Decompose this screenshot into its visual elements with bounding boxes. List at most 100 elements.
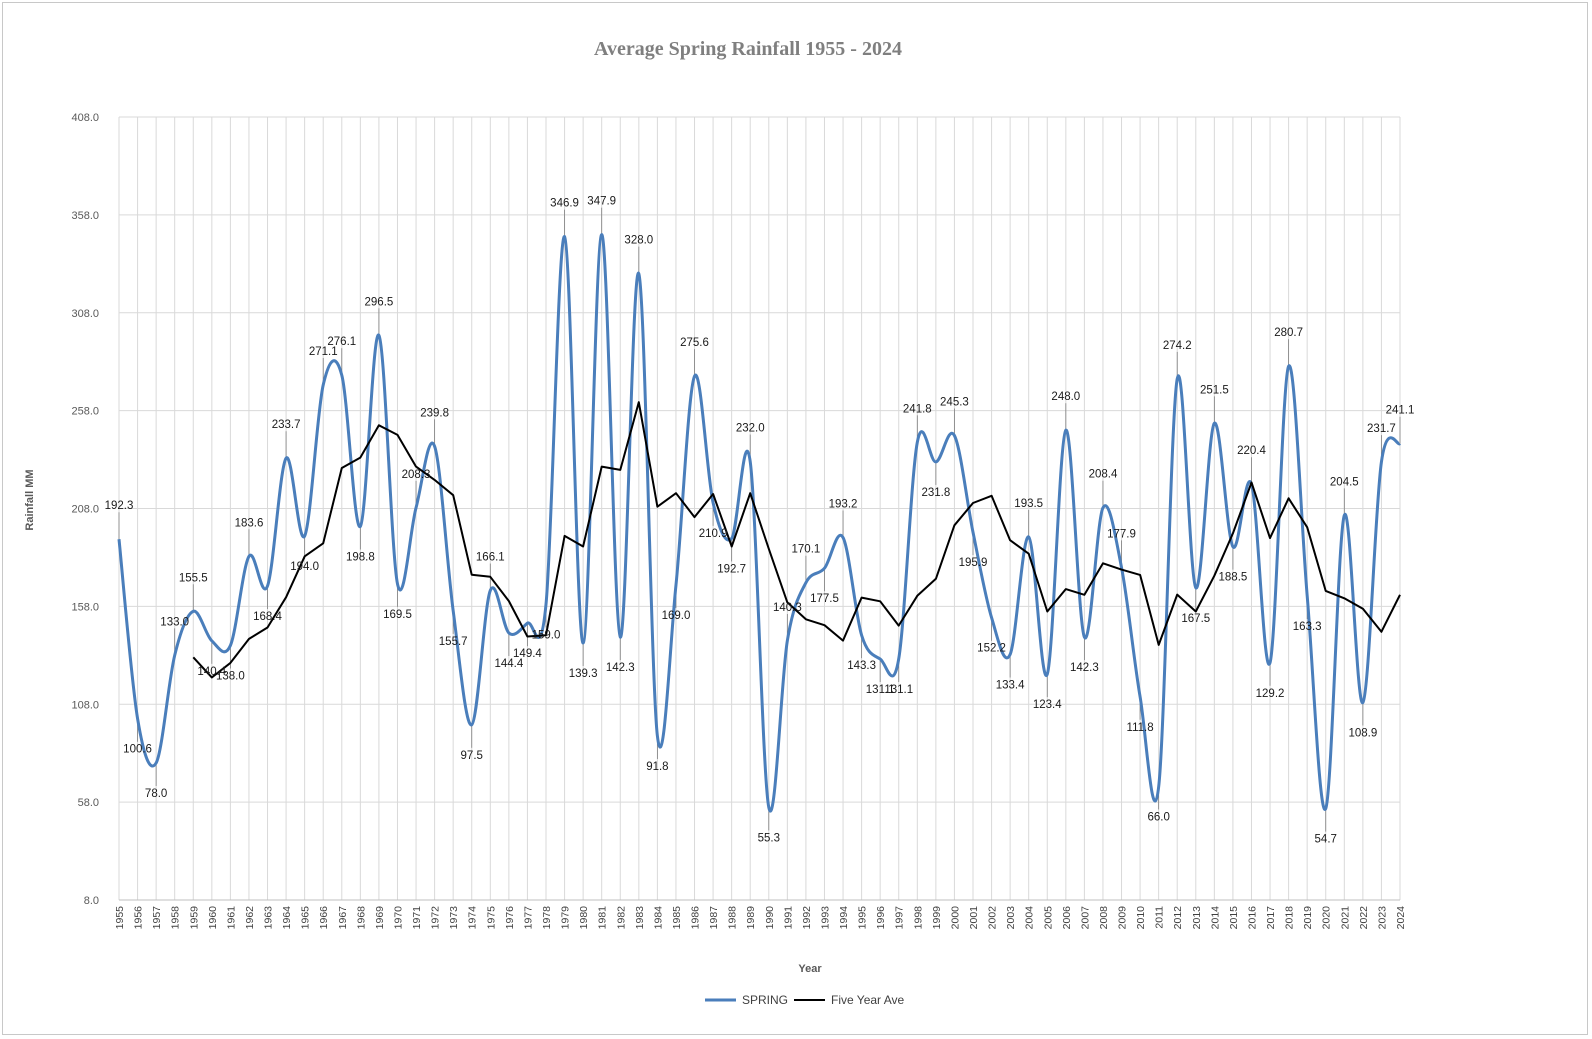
data-label: 280.7 xyxy=(1274,327,1303,339)
data-label: 192.3 xyxy=(105,500,134,512)
data-label: 163.3 xyxy=(1293,621,1322,633)
gridlines xyxy=(118,116,1401,901)
x-tick-label: 2023 xyxy=(1376,906,1388,930)
data-label: 169.0 xyxy=(662,610,691,622)
x-tick-label: 2004 xyxy=(1024,906,1036,930)
x-tick-label: 2014 xyxy=(1209,906,1221,930)
x-tick-label: 2010 xyxy=(1135,906,1147,930)
data-label: 108.9 xyxy=(1348,727,1377,739)
x-tick-label: 1991 xyxy=(782,906,794,930)
data-label: 138.0 xyxy=(216,671,245,683)
data-label: 241.8 xyxy=(903,403,932,415)
x-tick-label: 1971 xyxy=(411,906,423,930)
x-tick-label: 2005 xyxy=(1042,906,1054,930)
data-label: 271.1 xyxy=(309,346,338,358)
legend: SPRING Five Year Ave xyxy=(705,993,904,1007)
data-label: 276.1 xyxy=(327,336,356,348)
x-tick-label: 1988 xyxy=(727,906,739,930)
data-label: 139.3 xyxy=(569,668,598,680)
data-label: 142.3 xyxy=(606,662,635,674)
x-tick-label: 1970 xyxy=(392,906,404,930)
data-label: 251.5 xyxy=(1200,384,1229,396)
x-tick-label: 1987 xyxy=(708,906,720,930)
data-label: 133.0 xyxy=(160,616,189,628)
x-tick-label: 1964 xyxy=(281,906,293,930)
data-label: 194.0 xyxy=(290,561,319,573)
x-tick-label: 2019 xyxy=(1302,906,1314,930)
x-tick-label: 1959 xyxy=(188,906,200,930)
data-label: 183.6 xyxy=(235,517,264,529)
x-tick-label: 2020 xyxy=(1321,906,1333,930)
data-label: 188.5 xyxy=(1219,572,1248,584)
data-label: 100.6 xyxy=(123,744,152,756)
data-label: 140.4 xyxy=(197,666,226,678)
data-label: 143.3 xyxy=(847,660,876,672)
x-tick-label: 2011 xyxy=(1154,906,1166,929)
x-tick-label: 1963 xyxy=(263,906,275,930)
x-tick-label: 1995 xyxy=(857,906,869,930)
y-tick-label: 408.0 xyxy=(71,112,99,124)
x-tick-label: 1999 xyxy=(931,906,943,930)
x-tick-label: 1994 xyxy=(838,906,850,930)
data-label: 123.4 xyxy=(1033,699,1062,711)
data-label: 220.4 xyxy=(1237,445,1266,457)
data-label: 131.1 xyxy=(884,684,913,696)
x-tick-label: 1967 xyxy=(337,906,349,930)
data-label: 248.0 xyxy=(1051,391,1080,403)
data-label: 204.5 xyxy=(1330,476,1359,488)
x-tick-label: 1961 xyxy=(225,906,237,930)
data-label: 91.8 xyxy=(646,761,668,773)
data-label: 274.2 xyxy=(1163,340,1192,352)
x-tick-label: 1979 xyxy=(560,906,572,930)
data-label: 155.7 xyxy=(439,636,468,648)
x-tick-label: 1962 xyxy=(244,906,256,930)
x-tick-label: 1996 xyxy=(875,906,887,930)
data-label: 275.6 xyxy=(680,337,709,349)
x-tick-label: 1974 xyxy=(467,906,479,930)
data-label: 296.5 xyxy=(365,296,394,308)
series-lines xyxy=(117,233,1402,813)
x-tick-label: 2018 xyxy=(1284,906,1296,930)
x-tick-label: 1986 xyxy=(690,906,702,930)
y-tick-label: 58.0 xyxy=(78,797,99,809)
chart-title: Average Spring Rainfall 1955 - 2024 xyxy=(594,38,902,60)
x-tick-label: 1965 xyxy=(300,906,312,930)
y-tick-label: 208.0 xyxy=(71,504,99,516)
data-label: 239.8 xyxy=(420,407,449,419)
data-label: 193.2 xyxy=(829,498,858,510)
x-tick-label: 2021 xyxy=(1339,906,1351,930)
data-label: 152.2 xyxy=(977,643,1006,655)
x-tick-label: 1982 xyxy=(615,906,627,930)
x-tick-label: 2015 xyxy=(1228,906,1240,930)
x-tick-label: 1993 xyxy=(819,906,831,930)
data-label: 177.9 xyxy=(1107,528,1136,540)
y-tick-label: 108.0 xyxy=(71,699,99,711)
data-label: 208.4 xyxy=(1089,469,1118,481)
legend-label-spring: SPRING xyxy=(742,993,788,1007)
legend-label-five-year-ave: Five Year Ave xyxy=(831,993,904,1007)
data-label: 167.5 xyxy=(1181,613,1210,625)
data-label: 198.8 xyxy=(346,552,375,564)
y-tick-label: 358.0 xyxy=(71,210,99,222)
x-tick-label: 1985 xyxy=(671,906,683,930)
data-label: 193.5 xyxy=(1014,498,1043,510)
x-axis-title: Year xyxy=(798,963,822,975)
data-label: 149.4 xyxy=(513,648,542,660)
axes: 8.0 58.0 108.0 158.0 208.0 258.0 308.0 358.0 408… xyxy=(71,112,1407,929)
x-tick-label: 1968 xyxy=(355,906,367,930)
data-label: 54.7 xyxy=(1315,834,1337,846)
x-tick-label: 1990 xyxy=(764,906,776,930)
data-label: 78.0 xyxy=(145,788,167,800)
data-label: 195.9 xyxy=(959,557,988,569)
data-label: 97.5 xyxy=(461,750,483,762)
y-tick-label: 8.0 xyxy=(84,895,99,907)
x-tick-label: 2017 xyxy=(1265,906,1277,930)
x-tick-label: 2000 xyxy=(949,906,961,930)
data-label: 328.0 xyxy=(624,235,653,247)
y-tick-label: 258.0 xyxy=(71,406,99,418)
x-tick-label: 2001 xyxy=(968,906,980,930)
data-label: 241.1 xyxy=(1386,405,1415,417)
x-tick-label: 1957 xyxy=(151,906,163,930)
